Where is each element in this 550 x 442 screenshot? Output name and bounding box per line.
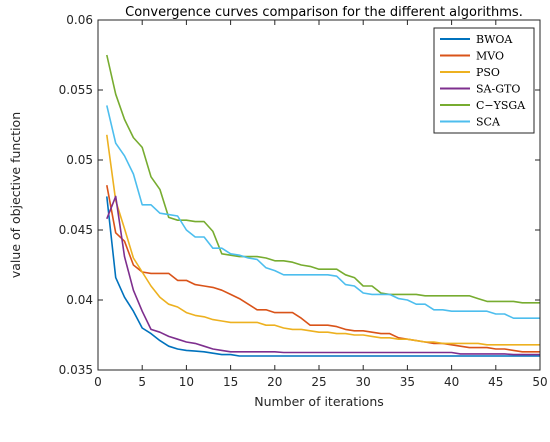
series-line-pso	[106, 134, 540, 346]
y-tick-label: 0.055	[59, 83, 93, 97]
plot-frame	[97, 19, 541, 371]
x-tick-label: 25	[311, 375, 326, 389]
series-line-c-ysga	[106, 54, 540, 304]
x-tick-label: 0	[94, 375, 102, 389]
series-line-sa-gto	[106, 195, 540, 356]
legend-label: MVO	[476, 50, 504, 63]
legend-label: SA-GTO	[476, 83, 520, 96]
x-tick-label: 20	[267, 375, 282, 389]
series-line-sca	[106, 105, 540, 320]
y-axis-label: value of objective function	[8, 112, 23, 278]
y-tick-label: 0.035	[59, 363, 93, 377]
axis-ticks: 0 5 10 15 20 25 30 35 40 45 50 0.035 0.04 0.045 0.05 0.…	[59, 13, 548, 389]
series-lines	[106, 54, 540, 357]
chart-title: Convergence curves comparison for the di…	[125, 5, 523, 20]
x-tick-label: 50	[532, 375, 547, 389]
x-tick-label: 40	[444, 375, 459, 389]
series-line-bwoa	[106, 196, 540, 357]
series-line-mvo	[106, 185, 540, 353]
x-tick-label: 35	[400, 375, 415, 389]
y-tick-label: 0.05	[66, 153, 93, 167]
legend-label: PSO	[476, 66, 500, 79]
legend-label: BWOA	[476, 33, 513, 46]
x-tick-label: 15	[223, 375, 238, 389]
x-axis-label: Number of iterations	[254, 394, 384, 409]
legend-label: C−YSGA	[476, 99, 526, 112]
x-tick-label: 5	[138, 375, 146, 389]
x-tick-label: 45	[488, 375, 503, 389]
x-tick-label: 10	[179, 375, 194, 389]
x-tick-label: 30	[356, 375, 371, 389]
legend-label: SCA	[476, 116, 501, 129]
legend: BWOA MVO PSO SA-GTO C−YSGA SCA	[433, 27, 535, 134]
y-tick-label: 0.06	[66, 13, 93, 27]
y-tick-label: 0.045	[59, 223, 93, 237]
legend-box	[433, 27, 535, 134]
y-tick-label: 0.04	[66, 293, 93, 307]
